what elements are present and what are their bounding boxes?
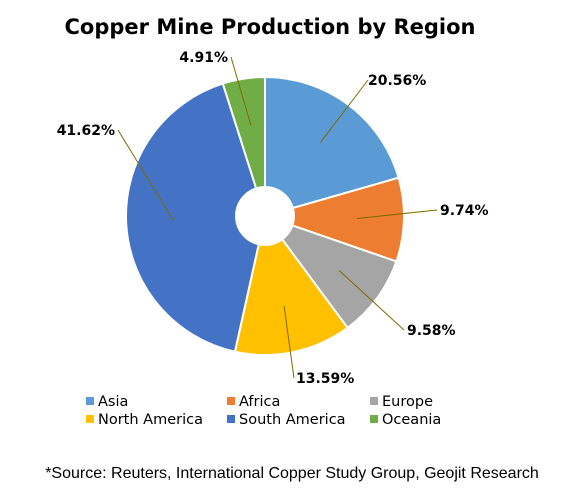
data-label-north-america: 13.59% [296,371,354,387]
slice-africa [291,176,405,263]
slice-asia [264,75,400,210]
slice-europe [280,224,398,330]
legend-swatch-oceania [370,415,378,423]
leader-line-south-america [117,129,174,221]
legend-swatch-south-america [227,415,235,423]
legend-swatch-asia [86,397,94,405]
legend-item-south-america: South America [227,412,346,428]
legend-label-asia: Asia [98,394,128,410]
legend-label-south-america: South America [239,412,346,428]
source-note: *Source: Reuters, International Copper S… [45,465,539,482]
chart-title: Copper Mine Production by Region [65,15,476,39]
legend-item-north-america: North America [86,412,203,428]
data-label-europe: 9.58% [407,323,456,339]
legend-swatch-europe [370,397,378,405]
legend-label-north-america: North America [98,412,203,428]
leader-line-oceania [230,56,252,126]
slice-north-america [233,237,349,356]
leader-line-north-america [283,305,295,379]
legend-swatch-africa [227,397,235,405]
legend-label-europe: Europe [382,394,433,410]
data-label-oceania: 4.91% [179,50,228,66]
data-label-africa: 9.74% [440,203,489,219]
slice-south-america [125,82,260,353]
legend-item-europe: Europe [370,394,433,410]
legend-item-africa: Africa [227,394,280,410]
leader-line-africa [356,209,438,219]
data-labels: 20.56% 9.74% 9.58% 13.59% 41.62% 4.91% [57,50,489,387]
data-label-south-america: 41.62% [57,123,115,139]
leader-line-europe [338,270,405,331]
data-label-asia: 20.56% [368,73,426,89]
legend-swatch-north-america [86,415,94,423]
legend-label-oceania: Oceania [382,412,441,428]
legend-label-africa: Africa [239,394,280,410]
legend-item-asia: Asia [86,394,128,410]
legend-item-oceania: Oceania [370,412,441,428]
legend: Asia Africa Europe North America South Ameri… [86,394,441,428]
pie-slices [125,75,405,356]
leader-line-asia [319,79,369,143]
leader-lines [117,56,438,379]
slice-oceania [221,75,266,190]
